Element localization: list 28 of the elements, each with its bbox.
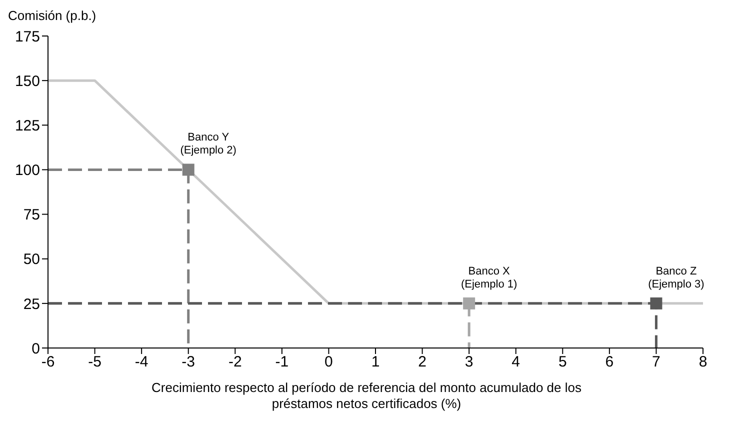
y-tick-label: 25	[23, 296, 40, 313]
x-axis-title: Crecimiento respecto al período de referencia del monto acumulado de los préstamos netos certificados (%)	[150, 380, 582, 412]
x-tick-label: 3	[464, 354, 474, 371]
y-tick-label: 0	[32, 340, 40, 358]
annotation: Banco Z (Ejemplo 3)	[648, 265, 704, 290]
x-tick-label: -2	[228, 354, 242, 371]
x-tick-label: 4	[512, 354, 520, 371]
annotation: Banco Y (Ejemplo 2)	[180, 132, 236, 157]
x-tick-label: -1	[275, 354, 289, 371]
y-tick-label: 75	[23, 206, 40, 224]
x-tick-label: 2	[418, 354, 426, 371]
x-tick-label: 1	[371, 354, 380, 371]
x-tick-label: 5	[558, 354, 567, 371]
x-tick-label: 0	[324, 354, 333, 371]
x-tick-label: -3	[182, 354, 196, 371]
x-tick-label: 7	[652, 354, 660, 371]
y-axis-title: Comisión (p.b.)	[8, 8, 98, 25]
y-tick-label: 125	[14, 117, 40, 134]
y-tick-label: 100	[14, 162, 40, 180]
annotation: Banco X (Ejemplo 1)	[460, 265, 518, 290]
x-tick-label: -6	[41, 354, 55, 371]
x-tick-label: 8	[698, 354, 708, 371]
y-tick-label: 50	[23, 251, 40, 268]
x-tick-label: 6	[605, 354, 614, 371]
y-tick-label: 150	[14, 72, 40, 90]
y-tick-label: 175	[14, 28, 40, 46]
x-tick-label: -5	[88, 354, 102, 371]
x-tick-label: -4	[134, 354, 148, 371]
